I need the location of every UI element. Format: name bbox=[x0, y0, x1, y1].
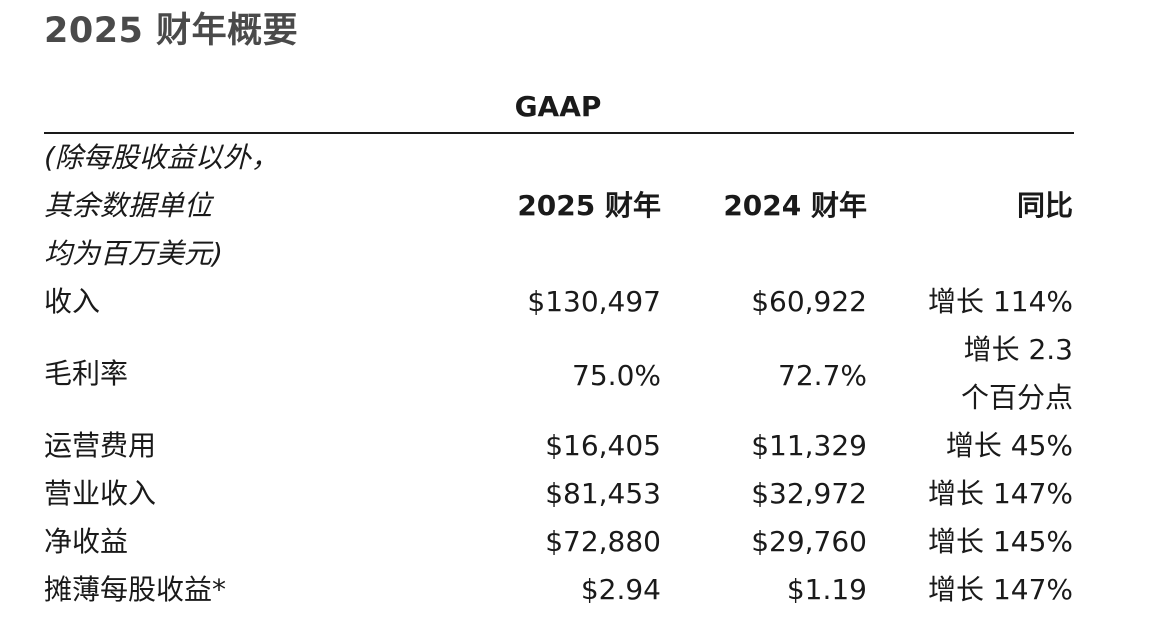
fy2024-value: $29,760 bbox=[751, 525, 867, 558]
yoy-value: 增长 147% bbox=[928, 477, 1073, 510]
fy2024-value: 72.7% bbox=[778, 359, 867, 392]
fy2025-value: $81,453 bbox=[545, 477, 661, 510]
yoy-value: 增长 147% bbox=[928, 573, 1073, 606]
yoy-value: 增长 2.3 个百分点 bbox=[961, 326, 1073, 422]
column-header-yoy: 同比 bbox=[1016, 189, 1073, 222]
page-title: 2025 财年概要 bbox=[44, 11, 299, 51]
row-label: 运营费用 bbox=[44, 429, 157, 462]
column-header-fy2024: 2024 财年 bbox=[723, 189, 867, 222]
fy2024-value: $11,329 bbox=[751, 429, 867, 462]
yoy-value: 增长 145% bbox=[928, 525, 1073, 558]
units-note-line: (除每股收益以外， bbox=[44, 141, 279, 174]
header-rule bbox=[44, 132, 1074, 134]
fy2025-value: 75.0% bbox=[572, 359, 661, 392]
units-note-line: 均为百万美元) bbox=[44, 237, 223, 270]
fy2024-value: $60,922 bbox=[751, 285, 867, 318]
fy2024-value: $32,972 bbox=[751, 477, 867, 510]
units-note-line: 其余数据单位 bbox=[44, 189, 213, 222]
row-label: 营业收入 bbox=[44, 477, 157, 510]
fy2024-value: $1.19 bbox=[786, 573, 867, 606]
row-label: 收入 bbox=[44, 285, 101, 318]
fy2025-value: $2.94 bbox=[580, 573, 661, 606]
row-label: 摊薄每股收益* bbox=[44, 573, 227, 606]
fy2025-value: $72,880 bbox=[545, 525, 661, 558]
yoy-value: 增长 45% bbox=[945, 429, 1073, 462]
fy2025-value: $130,497 bbox=[527, 285, 661, 318]
yoy-value-line: 个百分点 bbox=[960, 381, 1073, 414]
row-label: 净收益 bbox=[44, 525, 129, 558]
yoy-value: 增长 114% bbox=[928, 285, 1073, 318]
row-label: 毛利率 bbox=[44, 357, 129, 390]
fy2025-value: $16,405 bbox=[545, 429, 661, 462]
column-header-fy2025: 2025 财年 bbox=[517, 189, 661, 222]
gaap-heading: GAAP bbox=[514, 90, 602, 123]
yoy-value-line: 增长 2.3 bbox=[963, 333, 1073, 366]
